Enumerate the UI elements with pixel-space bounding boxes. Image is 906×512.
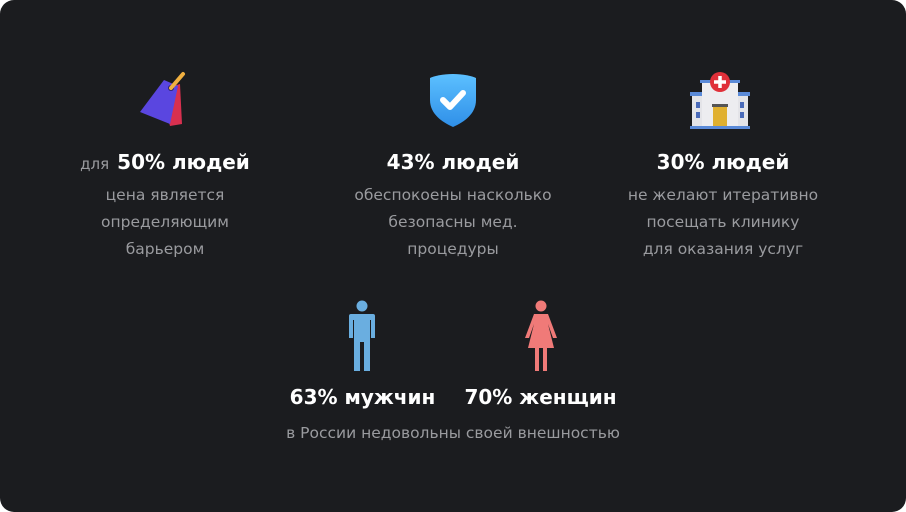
woman-icon	[525, 300, 557, 371]
stat-line: барьером	[125, 240, 205, 258]
man-icon	[349, 300, 375, 371]
women-headline: 70% женщин	[464, 385, 617, 409]
stat-line: безопасны мед.	[388, 213, 518, 231]
stat-line: посещать клинику	[646, 213, 800, 231]
stat-headline: 43% людей	[386, 150, 520, 174]
stat-line: для оказания услуг	[642, 240, 804, 258]
stat-line: обеспокоены насколько	[354, 186, 552, 204]
stat-line: не желают итеративно	[627, 186, 819, 204]
shield-check-icon	[430, 74, 476, 127]
hospital-icon	[690, 72, 750, 129]
price-tag-icon	[140, 72, 185, 126]
men-headline: 63% мужчин	[289, 385, 436, 409]
stat-line: определяющим	[101, 213, 229, 231]
gender-caption: в России недовольны своей внешностью	[286, 424, 620, 442]
stat-prefix: для	[80, 155, 110, 173]
stat-safety: 43% людей обеспокоены насколько безопасн…	[333, 150, 573, 263]
stat-price: для 50% людей цена является определяющим …	[60, 150, 270, 263]
stat-clinic: 30% людей не желают итеративно посещать …	[603, 150, 843, 263]
stat-headline: 50% людей	[117, 150, 250, 174]
stat-line: цена является	[105, 186, 225, 204]
stat-headline: 30% людей	[656, 150, 790, 174]
stat-line: процедуры	[407, 240, 499, 258]
